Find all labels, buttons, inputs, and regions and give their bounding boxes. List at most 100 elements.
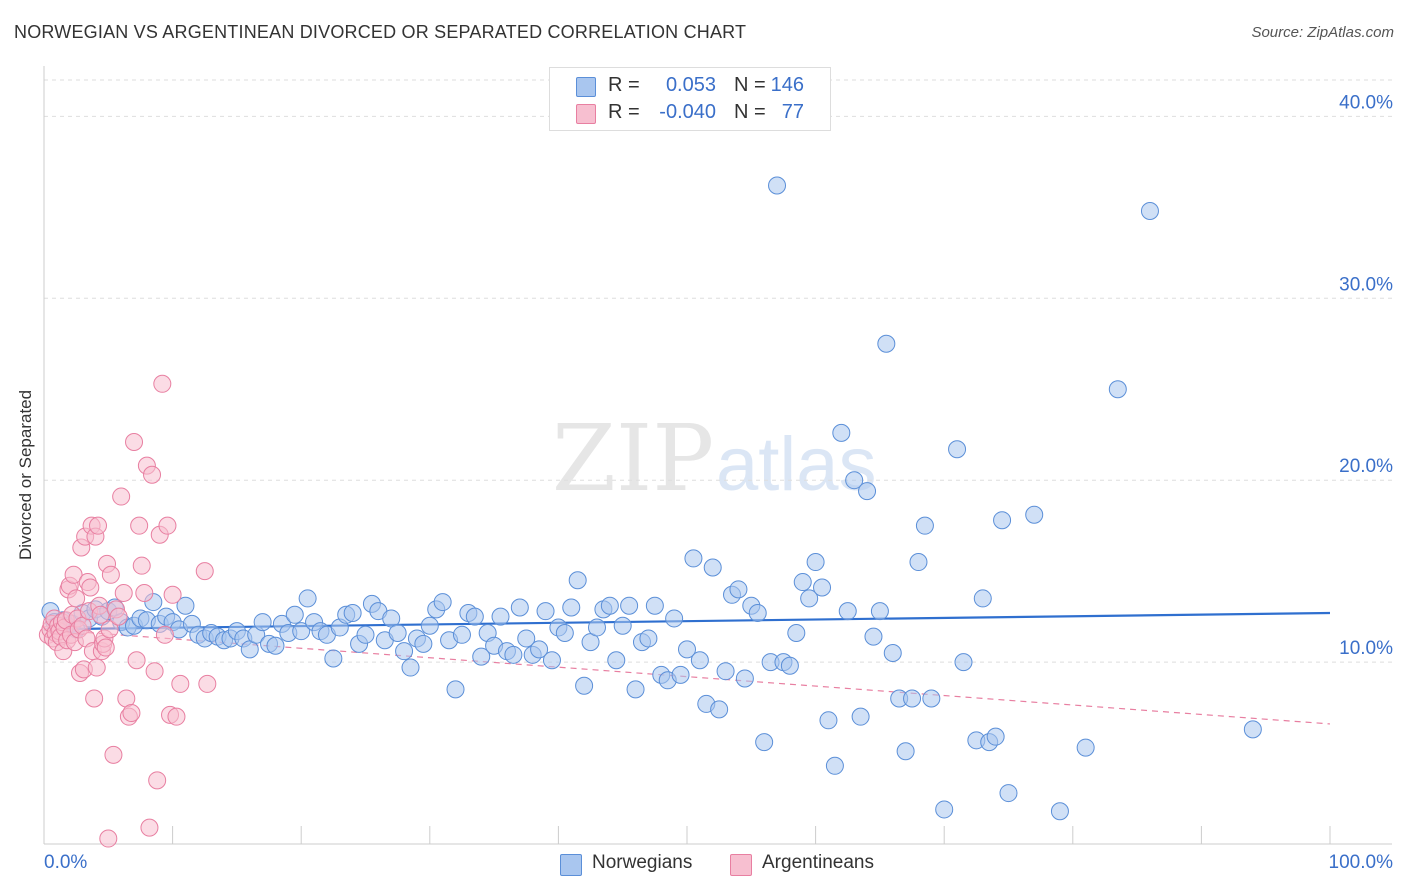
norwegians-point (909, 553, 928, 572)
norwegians-point (600, 596, 619, 615)
norwegians-swatch (576, 77, 596, 97)
norwegians-point (607, 651, 626, 670)
norwegians-point (999, 784, 1018, 803)
norwegians-legend-swatch (560, 854, 582, 876)
norwegians-point (806, 553, 825, 572)
norwegians-point (986, 727, 1005, 746)
norwegians-point (562, 598, 581, 617)
norwegians-point (446, 680, 465, 699)
argentineans-point (155, 625, 174, 644)
watermark-atlas: atlas (716, 422, 877, 507)
argentineans-point (140, 818, 159, 837)
norwegians-point (504, 645, 523, 664)
argentineans-point (171, 674, 190, 693)
norwegians-point (819, 711, 838, 730)
legend-label-norwegians: Norwegians (592, 852, 693, 873)
argentineans-point (109, 607, 128, 626)
argentineans-point (158, 516, 177, 535)
argentineans-point (167, 707, 186, 726)
norwegians-point (973, 589, 992, 608)
norwegians-point (800, 589, 819, 608)
y-tick-label: 10.0% (1339, 638, 1393, 659)
argentineans-point (101, 565, 120, 584)
norwegians-point (401, 658, 420, 677)
argentineans-point (198, 674, 217, 693)
norwegians-point (575, 676, 594, 695)
norwegians-point (954, 653, 973, 672)
norwegians-point (864, 627, 883, 646)
argentineans-point (153, 374, 172, 393)
n-label: N = (734, 101, 766, 123)
n-value: 146 (770, 74, 804, 96)
norwegians-point (536, 602, 555, 621)
legend-row-norwegians: R = 0.053 N = 146 (550, 74, 830, 102)
norwegians-point (735, 669, 754, 688)
norwegians-point (883, 644, 902, 662)
argentineans-point (130, 516, 149, 535)
n-value: 77 (781, 101, 804, 123)
source-label[interactable]: Source: ZipAtlas.com (1251, 24, 1394, 41)
x-axis-max-label: 100.0% (1328, 852, 1393, 873)
norwegians-point (530, 640, 549, 659)
norwegians-point (755, 733, 774, 752)
norwegians-point (452, 625, 471, 644)
norwegians-point (877, 334, 896, 353)
norwegians-point (851, 707, 870, 726)
norwegians-point (915, 516, 934, 535)
norwegians-point (510, 598, 529, 617)
norwegians-point (626, 680, 645, 699)
norwegians-point (780, 656, 799, 675)
norwegians-point (832, 423, 851, 442)
norwegians-point (645, 596, 664, 615)
argentineans-trend-line (43, 628, 1331, 725)
norwegians-point (993, 511, 1012, 530)
argentineans-point (125, 432, 144, 451)
legend-label-argentineans: Argentineans (762, 852, 874, 873)
norwegians-point (858, 482, 877, 501)
norwegians-point (433, 593, 452, 612)
norwegians-point (678, 640, 696, 659)
norwegians-point (388, 623, 407, 642)
argentineans-point (64, 565, 83, 584)
norwegians-point (587, 618, 606, 637)
norwegians-point (639, 629, 658, 648)
argentineans-legend-swatch (730, 854, 752, 876)
argentineans-point (100, 620, 119, 639)
norwegians-point (845, 471, 864, 490)
norwegians-point (690, 651, 709, 670)
argentineans-point (127, 651, 146, 670)
norwegians-point (555, 623, 574, 642)
norwegians-point (935, 800, 954, 819)
norwegians-point (356, 625, 375, 644)
norwegians-point (465, 607, 484, 626)
norwegians-point (922, 689, 941, 708)
norwegians-point (1076, 738, 1095, 757)
legend-row-argentineans: R = -0.040 N = 77 (550, 101, 830, 129)
argentineans-point (104, 745, 123, 764)
argentineans-point (143, 465, 162, 484)
argentineans-point (67, 589, 86, 608)
norwegians-point (1243, 720, 1262, 739)
norwegians-point (671, 665, 690, 684)
norwegians-point (420, 616, 439, 635)
norwegians-point (620, 596, 639, 615)
argentineans-point (145, 662, 164, 681)
argentineans-point (112, 487, 131, 506)
norwegians-point (1025, 505, 1044, 524)
argentineans-point (122, 704, 141, 723)
norwegians-point (793, 573, 812, 592)
norwegians-point (517, 629, 536, 648)
norwegians-point (1050, 802, 1069, 821)
norwegians-point (1108, 380, 1127, 399)
argentineans-point (81, 578, 100, 597)
argentineans-point (148, 771, 167, 790)
argentineans-point (132, 556, 151, 575)
chart-title: NORWEGIAN VS ARGENTINEAN DIVORCED OR SEP… (14, 22, 747, 42)
r-value: 0.053 (665, 74, 716, 96)
norwegians-point (896, 742, 915, 761)
norwegians-point (1140, 201, 1159, 220)
norwegians-point (825, 756, 844, 775)
watermark-zip: ZIP (552, 405, 714, 512)
norwegians-point (542, 651, 561, 670)
norwegians-point (613, 616, 632, 635)
